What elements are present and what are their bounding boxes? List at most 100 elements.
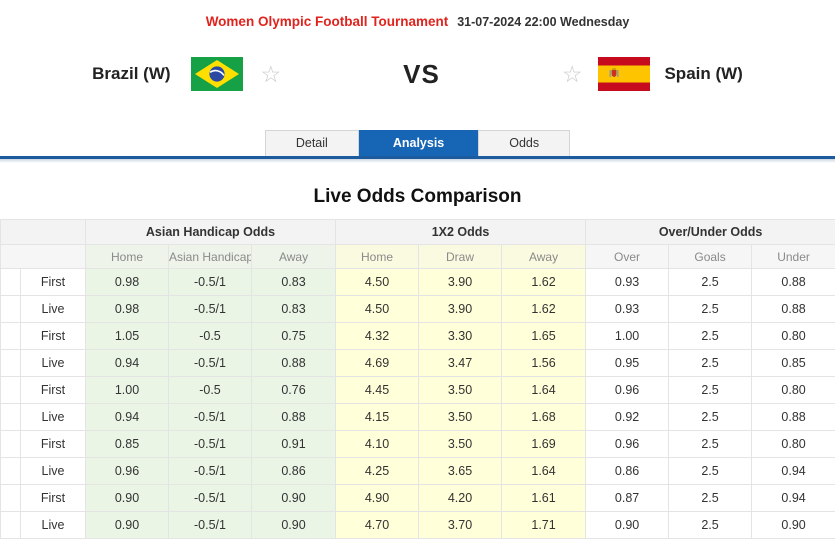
odds-cell: 2.5 [668,376,753,404]
odds-cell: 4.20 [418,484,503,512]
odds-cell: 0.90 [85,484,169,512]
odds-cell: 2.5 [668,295,753,323]
odds-cell: 0.80 [751,430,835,458]
odds-cell: 0.95 [585,349,670,377]
section-title: Live Odds Comparison [313,186,522,207]
sub-header-spacer [0,244,86,269]
odds-cell: 1.64 [501,376,587,404]
odds-cell: 3.90 [418,295,503,323]
odds-cell: 0.90 [250,484,337,512]
table-row: First 0.90 -0.5/1 0.90 4.90 4.20 1.61 0.87 2.5 0.… [0,484,835,512]
odds-cell: 0.91 [250,430,337,458]
odds-cell: 4.90 [335,484,420,512]
tab-bar: Detail Analysis Odds [0,130,835,156]
group-header-ah: Asian Handicap Odds [84,219,337,245]
odds-cell: 0.96 [585,430,670,458]
group-header-spacer [0,219,86,245]
tab-analysis[interactable]: Analysis [358,130,479,156]
odds-cell: 0.98 [85,295,169,323]
odds-cell: 1.56 [501,349,587,377]
odds-cell: 0.87 [585,484,670,512]
tab-detail[interactable]: Detail [264,130,359,156]
odds-cell: 0.83 [250,295,337,323]
odds-cell: 1.68 [501,403,587,431]
table-row: Live 0.94 -0.5/1 0.88 4.15 3.50 1.68 0.92 2.5 0.8… [0,403,835,431]
odds-cell: -0.5/1 [168,511,252,539]
column-header: Under [751,244,835,269]
odds-cell: 2.5 [668,349,753,377]
odds-cell: 0.80 [751,322,835,350]
row-edge-cell [0,511,21,539]
odds-cell: 2.5 [668,430,753,458]
away-team-name[interactable]: Spain (W) [664,64,743,83]
odds-cell: 0.86 [250,457,337,485]
odds-cell: 0.88 [751,403,835,431]
live-odds-table: Asian Handicap Odds 1X2 Odds Over/Under Od… [0,219,835,539]
table-row: First 0.85 -0.5/1 0.91 4.10 3.50 1.69 0.96 2.5 0.… [0,430,835,458]
odds-cell: 0.93 [585,268,670,296]
row-label: First [20,430,86,458]
odds-cell: 1.00 [585,322,670,350]
column-header: Draw [418,244,503,269]
odds-cell: 1.05 [85,322,169,350]
odds-cell: 0.90 [85,511,169,539]
odds-cell: 0.80 [751,376,835,404]
row-edge-cell [0,430,21,458]
table-row: First 1.05 -0.5 0.75 4.32 3.30 1.65 1.00 2.5 0.80 [0,322,835,350]
odds-cell: 0.93 [585,295,670,323]
column-header: Over [585,244,670,269]
row-label: Live [20,295,86,323]
odds-cell: 4.25 [335,457,420,485]
row-label: First [20,322,86,350]
odds-cell: 0.88 [751,268,835,296]
odds-cell: 2.5 [668,268,753,296]
odds-cell: -0.5/1 [168,484,252,512]
row-edge-cell [0,484,21,512]
odds-cell: 0.94 [85,403,169,431]
odds-cell: -0.5 [168,376,252,404]
odds-cell: 4.69 [335,349,420,377]
row-edge-cell [0,322,21,350]
column-header: Asian Handicap [168,244,252,269]
odds-cell: 4.50 [335,268,420,296]
home-team-name[interactable]: Brazil (W) [92,64,171,83]
odds-cell: -0.5/1 [168,349,252,377]
tab-underline-shadow [0,159,835,163]
table-row: First 1.00 -0.5 0.76 4.45 3.50 1.64 0.96 2.5 0.80 [0,376,835,404]
odds-cell: 3.50 [418,430,503,458]
odds-cell: 0.88 [751,295,835,323]
odds-cell: 0.76 [250,376,337,404]
odds-cell: 4.70 [335,511,420,539]
group-header-x12: 1X2 Odds [335,219,587,245]
page-header: Women Olympic Football Tournament 31-07-2… [0,0,835,31]
odds-cell: 4.45 [335,376,420,404]
spain-flag-icon [598,57,651,91]
odds-cell: 0.86 [585,457,670,485]
odds-cell: -0.5/1 [168,430,252,458]
odds-cell: -0.5/1 [168,295,252,323]
tab-odds[interactable]: Odds [478,130,571,156]
away-favorite-star-icon[interactable]: ☆ [561,60,583,87]
odds-cell: 1.61 [501,484,587,512]
tournament-name[interactable]: Women Olympic Football Tournament [205,14,449,29]
odds-cell: 1.65 [501,322,587,350]
column-header: Goals [668,244,753,269]
row-edge-cell [0,268,21,296]
odds-cell: 0.94 [751,484,835,512]
odds-cell: 4.10 [335,430,420,458]
table-group-header-row: Asian Handicap Odds 1X2 Odds Over/Under Od… [0,219,835,245]
column-header: Away [501,244,587,269]
row-label: Live [20,349,86,377]
odds-cell: 0.88 [250,403,337,431]
home-favorite-star-icon[interactable]: ☆ [260,60,282,87]
odds-cell: 1.71 [501,511,587,539]
odds-cell: 0.85 [85,430,169,458]
odds-cell: -0.5/1 [168,457,252,485]
row-edge-cell [0,349,21,377]
odds-cell: -0.5/1 [168,403,252,431]
odds-cell: 0.88 [250,349,337,377]
row-label: First [20,376,86,404]
odds-cell: 3.50 [418,403,503,431]
row-label: First [20,484,86,512]
